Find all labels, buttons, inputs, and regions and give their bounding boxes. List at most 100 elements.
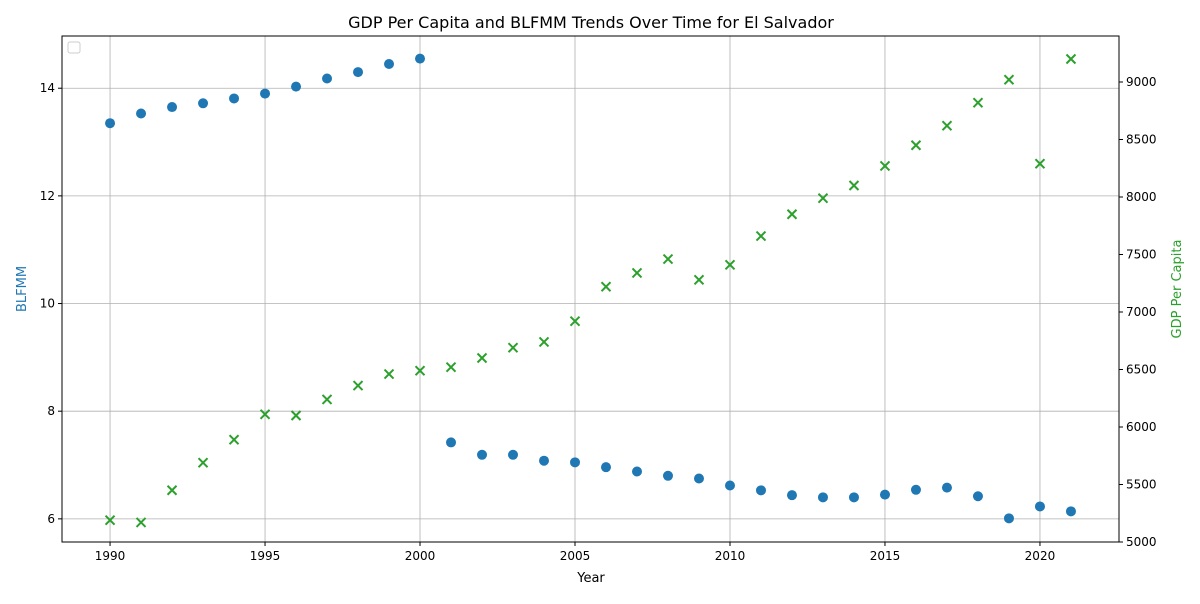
gdp-point <box>197 457 209 468</box>
gdp-point <box>569 315 581 327</box>
gdp-point <box>600 281 612 292</box>
blfmm-point <box>1065 506 1076 517</box>
left-tick-label: 14 <box>40 81 55 95</box>
blfmm-point <box>477 449 488 460</box>
gdp-point <box>1003 74 1015 85</box>
blfmm-point <box>446 437 457 448</box>
blfmm-point <box>198 98 209 109</box>
blfmm-point <box>848 492 859 503</box>
gdp-point <box>786 209 798 220</box>
gdp-point <box>941 120 953 131</box>
blfmm-point <box>1034 501 1045 512</box>
blfmm-point <box>600 462 611 473</box>
gdp-point <box>228 434 240 445</box>
gdp-point <box>693 274 705 286</box>
blfmm-point <box>570 457 581 468</box>
x-axis-ticks: 1990 1995 2000 2005 2010 2015 2020 <box>95 542 1055 563</box>
gdp-point <box>135 517 147 528</box>
right-tick-label: 8000 <box>1126 190 1157 204</box>
x-tick-label: 2000 <box>405 549 436 563</box>
gdp-point <box>848 180 860 191</box>
legend-frame <box>67 41 81 54</box>
blfmm-point <box>879 489 890 500</box>
left-tick-label: 6 <box>47 512 55 526</box>
gdp-point <box>662 253 674 265</box>
blfmm-series <box>105 53 1076 524</box>
gdp-point <box>631 267 643 279</box>
x-tick-label: 1995 <box>250 549 281 563</box>
gdp-point <box>879 160 891 172</box>
left-tick-label: 8 <box>47 404 55 418</box>
blfmm-point <box>1003 513 1014 524</box>
blfmm-point <box>229 93 240 104</box>
left-tick-label: 12 <box>40 189 55 203</box>
gdp-point <box>910 140 922 151</box>
blfmm-point <box>786 490 797 501</box>
gdp-point <box>1034 158 1046 169</box>
gdp-point <box>352 380 364 391</box>
blfmm-point <box>693 473 704 484</box>
blfmm-point <box>167 102 178 113</box>
right-tick-label: 8500 <box>1126 133 1157 147</box>
blfmm-point <box>817 492 828 503</box>
x-tick-label: 2005 <box>560 549 591 563</box>
right-axis-ticks: 5000 5500 6000 6500 7000 7500 8000 8500 9000 <box>1119 75 1157 549</box>
gdp-point <box>755 230 767 242</box>
gdp-point <box>321 394 333 405</box>
blfmm-point <box>662 470 673 481</box>
blfmm-point <box>631 466 642 477</box>
blfmm-point <box>136 108 147 119</box>
x-tick-label: 1990 <box>95 549 126 563</box>
right-tick-label: 9000 <box>1126 75 1157 89</box>
left-axis-ticks: 6 8 10 12 14 <box>40 81 62 526</box>
right-tick-label: 5000 <box>1126 535 1157 549</box>
right-tick-label: 7000 <box>1126 305 1157 319</box>
right-tick-label: 6500 <box>1126 363 1157 377</box>
blfmm-point <box>539 455 550 466</box>
right-tick-label: 7500 <box>1126 248 1157 262</box>
left-tick-label: 10 <box>40 297 55 311</box>
gdp-point <box>817 192 829 204</box>
blfmm-point <box>105 118 116 129</box>
gdp-series <box>104 53 1077 528</box>
blfmm-point <box>291 81 302 92</box>
gdp-point <box>414 365 426 376</box>
gdp-point <box>383 368 395 380</box>
blfmm-point <box>353 67 364 78</box>
gdp-point <box>259 409 271 420</box>
blfmm-point <box>260 88 271 99</box>
left-axis-label: BLFMM <box>15 266 30 312</box>
blfmm-point <box>972 491 983 502</box>
blfmm-point <box>755 485 766 496</box>
gdp-point <box>1065 53 1077 65</box>
plot-frame <box>61 35 1120 543</box>
gdp-point <box>538 336 550 348</box>
blfmm-point <box>384 58 395 69</box>
blfmm-point <box>508 449 519 460</box>
x-axis-label: Year <box>576 571 605 586</box>
gdp-point <box>476 352 488 364</box>
x-tick-label: 2015 <box>870 549 901 563</box>
gdp-point <box>104 514 116 526</box>
right-axis-label: GDP Per Capita <box>1170 240 1185 339</box>
x-tick-label: 2020 <box>1025 549 1056 563</box>
gdp-point <box>724 259 736 271</box>
right-tick-label: 6000 <box>1126 420 1157 434</box>
blfmm-point <box>415 53 426 64</box>
blfmm-point <box>941 482 952 493</box>
blfmm-point <box>322 73 333 84</box>
gdp-point <box>445 361 457 373</box>
right-tick-label: 5500 <box>1126 478 1157 492</box>
gdp-point <box>972 97 984 108</box>
blfmm-point <box>910 484 921 495</box>
blfmm-point <box>724 480 735 491</box>
x-tick-label: 2010 <box>715 549 746 563</box>
grid <box>62 36 1119 542</box>
legend <box>67 41 81 54</box>
gdp-point <box>166 485 178 496</box>
chart-title: GDP Per Capita and BLFMM Trends Over Tim… <box>348 13 834 32</box>
gdp-point <box>507 342 519 353</box>
